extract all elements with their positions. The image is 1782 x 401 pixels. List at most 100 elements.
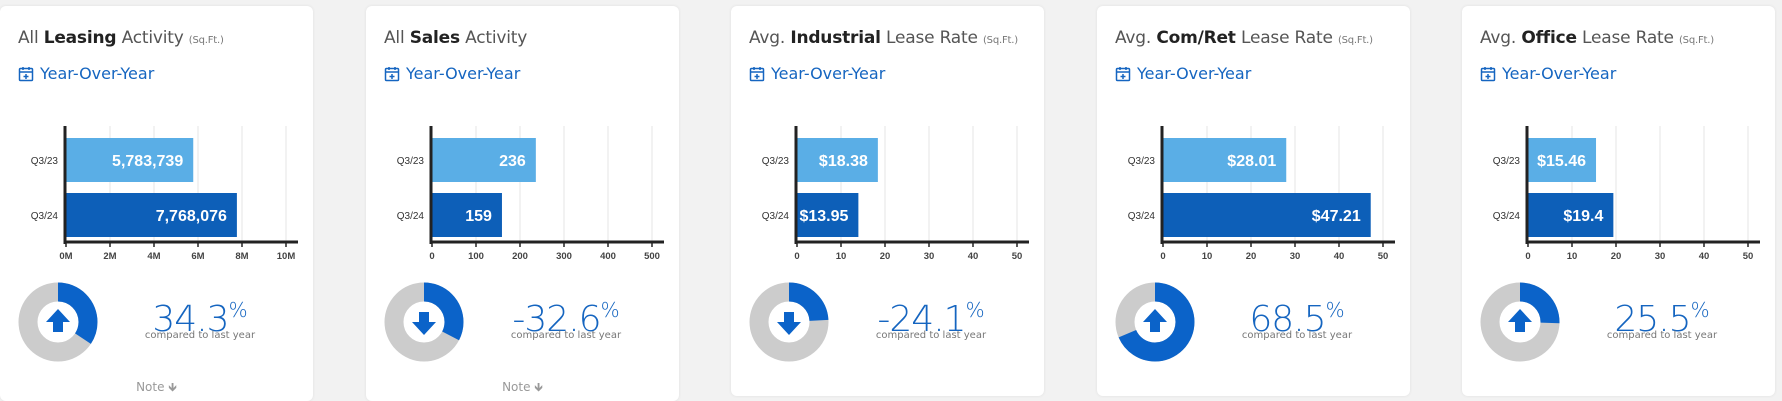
title-suffix: Lease Rate	[1582, 28, 1674, 48]
x-tick-label: 30	[1655, 251, 1666, 262]
title-unit: (Sq.Ft.)	[1337, 35, 1373, 46]
x-tick-label: 10M	[277, 251, 296, 262]
bar-chart: Q3/23 $18.38 Q3/24 $13.95 0 10 20 30 40 50	[762, 126, 1029, 262]
note-toggle[interactable]: Note 🡻	[0, 378, 313, 399]
bar-q3-23[interactable]	[66, 138, 194, 182]
bar-q3-23[interactable]	[432, 138, 536, 182]
metric-card: Avg. Com/Ret Lease Rate (Sq.Ft.) Year-Ove…	[1097, 6, 1410, 396]
arrow-up-icon	[1143, 309, 1167, 332]
x-tick-label: 400	[600, 251, 616, 262]
bar-q3-24[interactable]	[66, 193, 237, 237]
change-donut	[18, 282, 98, 362]
donut-fill	[1480, 282, 1560, 362]
donut-fill	[1115, 282, 1195, 362]
arrow-down-icon	[412, 312, 436, 335]
category-label: Q3/24	[31, 211, 59, 222]
title-prefix: All	[18, 28, 39, 48]
percent-change: -24.1%	[856, 290, 1006, 340]
x-tick-label: 10	[1202, 251, 1213, 262]
arrow-down-icon: 🡻	[534, 380, 543, 394]
x-tick-label: 200	[512, 251, 528, 262]
title-keyword: Sales	[409, 28, 460, 48]
period-selector[interactable]: Year-Over-Year	[384, 64, 520, 83]
bar-value-label: $13.95	[799, 208, 848, 225]
bar-chart: Q3/23 5,783,739 Q3/24 7,768,076 0M 2M 4M 6M 8M 10…	[31, 126, 298, 262]
calendar-plus-icon	[749, 66, 765, 81]
title-unit: (Sq.Ft.)	[1678, 35, 1714, 46]
category-label: Q3/23	[1128, 156, 1156, 167]
period-label: Year-Over-Year	[406, 64, 521, 83]
x-tick-label: 6M	[191, 251, 204, 262]
bar-q3-24[interactable]	[1528, 193, 1614, 237]
period-selector[interactable]: Year-Over-Year	[1480, 64, 1616, 83]
x-tick-label: 300	[556, 251, 572, 262]
metric-card: All Sales Activity Year-Over-Year Q3/23 23…	[366, 6, 679, 401]
bar-value-label: $28.01	[1227, 153, 1276, 170]
period-label: Year-Over-Year	[1137, 64, 1252, 83]
bar-chart: Q3/23 $15.46 Q3/24 $19.4 0 10 20 30 40 50	[1493, 126, 1760, 262]
period-label: Year-Over-Year	[40, 64, 155, 83]
x-tick-label: 500	[644, 251, 660, 262]
category-label: Q3/24	[1493, 211, 1521, 222]
percent-symbol: %	[1690, 298, 1710, 322]
period-label: Year-Over-Year	[771, 64, 886, 83]
donut-fill	[749, 282, 829, 362]
bar-q3-23[interactable]	[797, 138, 878, 182]
metric-card: All Leasing Activity (Sq.Ft.) Year-Over-Y…	[0, 6, 313, 401]
bar-value-label: 236	[499, 153, 526, 170]
percent-value: -32.6	[512, 299, 601, 340]
x-tick-label: 0	[1525, 251, 1530, 262]
x-tick-label: 0	[794, 251, 799, 262]
calendar-plus-icon	[384, 66, 400, 81]
x-tick-label: 50	[1378, 251, 1389, 262]
bar-value-label: $19.4	[1563, 208, 1603, 225]
title-prefix: All	[384, 28, 405, 48]
title-prefix: Avg.	[749, 28, 786, 48]
x-tick-label: 0	[429, 251, 434, 262]
period-selector[interactable]: Year-Over-Year	[1115, 64, 1251, 83]
x-tick-label: 4M	[147, 251, 160, 262]
card-title: Avg. Com/Ret Lease Rate (Sq.Ft.)	[1115, 28, 1373, 48]
card-title: All Leasing Activity (Sq.Ft.)	[18, 28, 224, 48]
bar-value-label: $18.38	[819, 153, 868, 170]
metric-card: Avg. Office Lease Rate (Sq.Ft.) Year-Over…	[1462, 6, 1775, 396]
bar-value-label: 7,768,076	[156, 208, 227, 225]
change-donut	[1115, 282, 1195, 362]
change-donut	[749, 282, 829, 362]
percent-change: 68.5%	[1222, 290, 1372, 340]
bar-value-label: $15.46	[1537, 153, 1586, 170]
bar-chart: Q3/23 $28.01 Q3/24 $47.21 0 10 20 30 40 50	[1128, 126, 1395, 262]
bar-q3-24[interactable]	[1163, 193, 1371, 237]
percent-symbol: %	[600, 298, 620, 322]
period-selector[interactable]: Year-Over-Year	[18, 64, 154, 83]
arrow-down-icon	[777, 312, 801, 335]
x-tick-label: 20	[1246, 251, 1257, 262]
bar-q3-23[interactable]	[1528, 138, 1597, 182]
x-tick-label: 10	[1567, 251, 1578, 262]
percent-value: 34.3	[152, 299, 229, 340]
x-tick-label: 50	[1012, 251, 1023, 262]
x-tick-label: 8M	[235, 251, 248, 262]
bar-q3-24[interactable]	[797, 193, 859, 237]
title-prefix: Avg.	[1115, 28, 1152, 48]
x-tick-label: 30	[1290, 251, 1301, 262]
category-label: Q3/23	[1493, 156, 1521, 167]
bar-q3-23[interactable]	[1163, 138, 1287, 182]
x-tick-label: 100	[468, 251, 484, 262]
arrow-down-icon: 🡻	[168, 380, 177, 394]
card-title: Avg. Industrial Lease Rate (Sq.Ft.)	[749, 28, 1018, 48]
metric-card: Avg. Industrial Lease Rate (Sq.Ft.) Year-…	[731, 6, 1044, 396]
period-selector[interactable]: Year-Over-Year	[749, 64, 885, 83]
note-toggle[interactable]: Note 🡻	[366, 378, 679, 399]
percent-change: -32.6%	[491, 290, 641, 340]
percent-symbol: %	[1325, 298, 1345, 322]
x-tick-label: 10	[836, 251, 847, 262]
title-keyword: Com/Ret	[1156, 28, 1236, 48]
compare-caption: compared to last year	[510, 330, 622, 341]
change-donut	[1480, 282, 1560, 362]
x-tick-label: 2M	[103, 251, 116, 262]
x-tick-label: 30	[924, 251, 935, 262]
card-title: All Sales Activity	[384, 28, 527, 48]
bar-q3-24[interactable]	[432, 193, 502, 237]
compare-caption: compared to last year	[144, 330, 256, 341]
